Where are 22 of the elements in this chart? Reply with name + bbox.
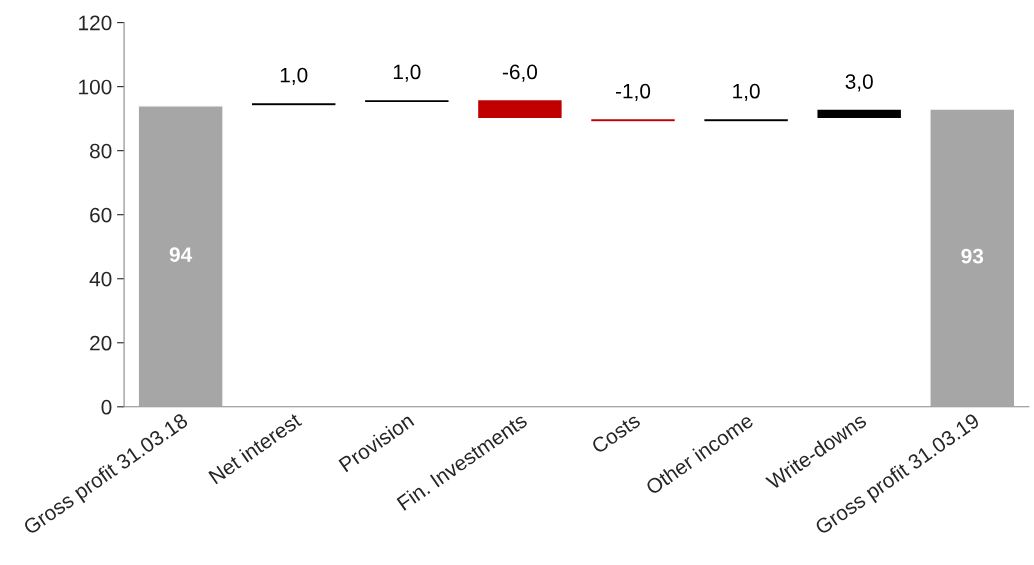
data-label: 93: [961, 248, 984, 264]
y-tick-label: 80: [90, 143, 112, 159]
y-tick-label: 40: [89, 271, 112, 287]
data-label: 1,0: [393, 64, 421, 82]
y-tick-label: 20: [90, 335, 112, 351]
data-label: -6,0: [502, 64, 538, 82]
data-label: 3,0: [845, 74, 873, 92]
y-tick-label: 60: [90, 207, 112, 223]
data-label: 1,0: [733, 83, 760, 101]
y-tick-label: 120: [79, 15, 112, 31]
data-label: 1,0: [280, 67, 308, 85]
data-label: 94: [169, 247, 193, 262]
bar: [476, 98, 564, 120]
y-tick-label: 0: [101, 399, 112, 415]
bar: [589, 117, 677, 123]
bar: [137, 105, 224, 407]
bar: [702, 117, 790, 123]
data-label: -1,0: [615, 83, 651, 101]
bar: [929, 108, 1016, 407]
bar: [816, 108, 903, 120]
bar: [250, 101, 337, 107]
y-tick-label: 100: [79, 79, 112, 95]
